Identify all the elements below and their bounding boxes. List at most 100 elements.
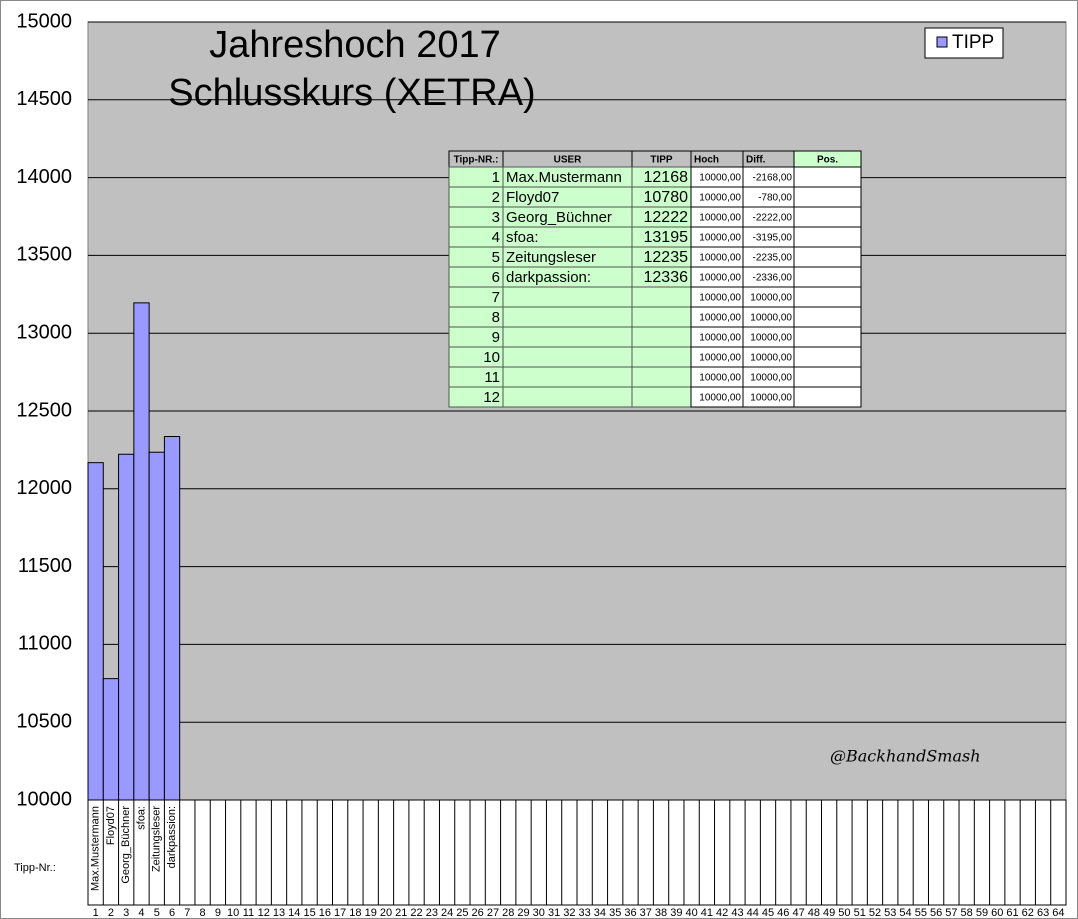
table-text: 10000,00	[699, 353, 741, 364]
table-text: 9	[492, 329, 500, 346]
table-cell	[631, 286, 692, 308]
chart-subtitle: Schlusskurs (XETRA)	[168, 72, 535, 114]
table-cell	[793, 206, 862, 228]
table-cell	[793, 366, 862, 388]
table-text: 2	[492, 189, 500, 206]
x-tick-label: 10	[227, 907, 239, 919]
table-text: 10000,00	[699, 333, 741, 344]
x-tick-label: 18	[349, 907, 361, 919]
table-cell	[631, 346, 692, 368]
data-table: Tipp-NR.: USER TIPP Hoch Diff. Pos. 1 Max.Muste…	[448, 150, 862, 408]
table-cell	[631, 306, 692, 328]
table-text: 6	[492, 269, 500, 286]
x-tick-label: 25	[456, 907, 468, 919]
legend-box	[924, 27, 1004, 59]
x-tick-label: 31	[548, 907, 560, 919]
y-tick-label: 15000	[16, 10, 72, 32]
table-cell	[502, 346, 633, 368]
table-text: 10000,00	[699, 253, 741, 264]
table-cell	[502, 326, 633, 348]
table-text: -2235,00	[753, 253, 793, 264]
user-label: sfoa:	[135, 806, 147, 830]
table-text: Georg_Büchner	[506, 209, 612, 226]
x-tick-label: 60	[991, 907, 1003, 919]
table-cell	[502, 386, 633, 408]
x-tick-label: 45	[762, 907, 774, 919]
table-cell	[793, 386, 862, 408]
x-tick-label: 39	[670, 907, 682, 919]
x-tick-label: 62	[1022, 907, 1034, 919]
x-tick-label: 28	[502, 907, 514, 919]
x-tick-label: 3	[123, 907, 129, 919]
table-cell	[793, 346, 862, 368]
table-cell	[631, 326, 692, 348]
table-header: Tipp-NR.:	[454, 155, 499, 166]
table-cell	[793, 226, 862, 248]
x-tick-label: 54	[899, 907, 911, 919]
x-tick-label: 40	[685, 907, 697, 919]
x-tick-label: 17	[334, 907, 346, 919]
table-text: -780,00	[758, 193, 792, 204]
table-text: 10000,00	[750, 373, 792, 384]
y-tick-label: 12500	[16, 399, 72, 421]
x-tick-label: 27	[487, 907, 499, 919]
x-tick-label: 52	[869, 907, 881, 919]
table-text: -2168,00	[753, 173, 793, 184]
x-tick-label: 63	[1037, 907, 1049, 919]
x-tick-label: 1	[93, 907, 99, 919]
table-text: 5	[492, 249, 500, 266]
x-tick-label: 13	[273, 907, 285, 919]
table-text: 10000,00	[699, 273, 741, 284]
x-tick-label: 19	[365, 907, 377, 919]
table-text: 10000,00	[699, 213, 741, 224]
x-tick-label: 51	[854, 907, 866, 919]
legend-swatch	[936, 36, 948, 48]
table-header: USER	[554, 155, 583, 166]
table-cell	[793, 186, 862, 208]
table-text: 10000,00	[750, 313, 792, 324]
x-axis-label: Tipp-Nr.:	[14, 862, 56, 874]
bar	[148, 451, 165, 801]
table-header: Diff.	[746, 155, 766, 166]
y-tick-label: 10500	[16, 710, 72, 732]
table-cell	[502, 306, 633, 328]
x-tick-label: 37	[640, 907, 652, 919]
table-text: 10000,00	[699, 393, 741, 404]
table-text: 11	[484, 369, 500, 386]
table-header: Hoch	[694, 155, 719, 166]
y-tick-label: 13500	[16, 244, 72, 266]
x-tick-label: 57	[945, 907, 957, 919]
table-text: darkpassion:	[506, 269, 591, 286]
x-tick-label: 8	[200, 907, 206, 919]
x-tick-label: 38	[655, 907, 667, 919]
x-tick-label: 2	[108, 907, 114, 919]
x-tick-label: 33	[579, 907, 591, 919]
x-tick-label: 4	[138, 907, 144, 919]
table-text: 10000,00	[750, 393, 792, 404]
x-tick-label: 61	[1006, 907, 1018, 919]
table-text: Max.Mustermann	[506, 169, 622, 186]
table-text: 4	[492, 229, 500, 246]
x-tick-label: 6	[169, 907, 175, 919]
table-text: 12168	[644, 169, 689, 186]
bar	[102, 678, 120, 801]
x-tick-label: 36	[624, 907, 636, 919]
table-text: 10000,00	[750, 353, 792, 364]
table-cell	[793, 326, 862, 348]
table-text: 10000,00	[699, 293, 741, 304]
legend-label: TIPP	[952, 32, 994, 53]
table-header: Pos.	[817, 155, 838, 166]
table-text: 10000,00	[750, 293, 792, 304]
x-tick-label: 16	[319, 907, 331, 919]
table-cell	[631, 366, 692, 388]
y-tick-label: 10000	[16, 788, 72, 810]
x-tick-label: 23	[426, 907, 438, 919]
x-tick-label: 35	[609, 907, 621, 919]
table-text: 12222	[644, 209, 689, 226]
x-tick-label: 58	[961, 907, 973, 919]
y-tick-label: 11000	[18, 633, 72, 655]
table-text: 10000,00	[699, 233, 741, 244]
annotation: @BackhandSmash	[830, 747, 981, 766]
x-tick-label: 34	[594, 907, 606, 919]
